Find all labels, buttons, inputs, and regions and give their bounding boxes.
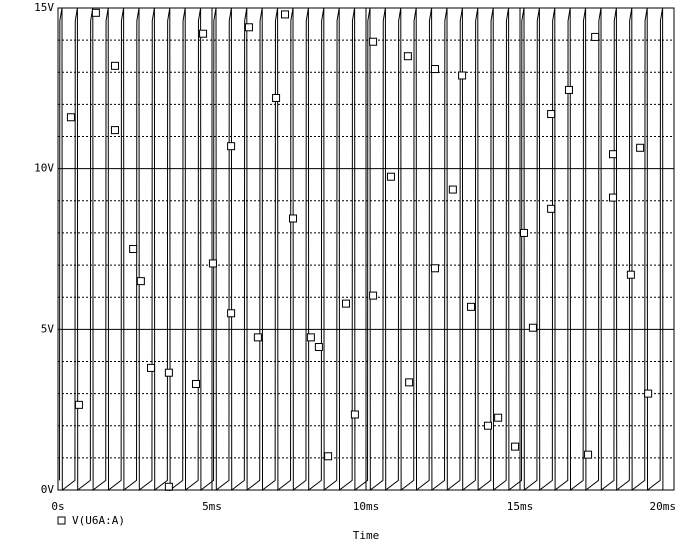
trace-marker: [199, 29, 208, 38]
trace-marker: [350, 410, 359, 419]
x-tick-label: 20ms: [650, 500, 677, 513]
trace-marker: [110, 61, 119, 70]
trace-marker: [458, 71, 467, 80]
trace-marker: [547, 204, 556, 213]
trace: [59, 7, 664, 492]
trace-marker: [66, 113, 75, 122]
y-tick-label: 15V: [34, 1, 54, 14]
trace-marker: [626, 270, 635, 279]
trace-marker: [528, 323, 537, 332]
trace-marker: [129, 245, 138, 253]
trace-marker: [208, 259, 217, 268]
trace-marker: [253, 333, 262, 342]
trace-marker: [511, 442, 520, 451]
trace-marker: [341, 299, 350, 308]
y-tick-label: 5V: [41, 322, 55, 335]
trace-marker: [324, 452, 333, 461]
trace-marker: [164, 368, 173, 377]
trace-marker: [74, 400, 83, 409]
trace-marker: [430, 65, 439, 74]
trace-marker: [520, 228, 529, 237]
trace-marker: [280, 10, 289, 19]
trace-marker: [136, 277, 145, 286]
trace-marker: [314, 343, 323, 352]
trace-marker: [403, 52, 412, 61]
x-tick-label: 10ms: [353, 500, 380, 513]
trace-marker: [306, 333, 315, 342]
trace-marker: [636, 143, 645, 152]
trace-marker: [430, 264, 439, 273]
legend-marker: [57, 516, 66, 525]
y-tick-label: 0V: [41, 483, 55, 496]
legend-label: V(U6A:A): [72, 514, 125, 527]
trace-marker: [609, 193, 618, 202]
y-tick-label: 10V: [34, 162, 54, 175]
x-tick-label: 0s: [51, 500, 64, 513]
trace-marker: [609, 150, 618, 159]
trace-marker: [272, 93, 281, 102]
trace-marker: [584, 450, 593, 459]
trace-marker: [191, 379, 200, 388]
trace-marker: [369, 37, 378, 46]
trace-marker: [547, 110, 556, 119]
plot-frame: [57, 7, 675, 491]
trace-marker: [483, 421, 492, 430]
x-tick-label: 5ms: [202, 500, 222, 513]
trace-marker: [494, 413, 503, 422]
trace-marker: [110, 126, 119, 135]
trace-marker: [227, 142, 236, 151]
trace-marker: [644, 389, 653, 398]
trace-marker: [369, 291, 378, 300]
trace-marker: [244, 23, 253, 32]
trace-marker: [147, 363, 156, 372]
trace-marker: [405, 378, 414, 387]
trace-marker: [467, 302, 476, 311]
trace-marker: [289, 214, 298, 223]
trace-marker: [227, 309, 236, 318]
x-tick-label: 15ms: [507, 500, 534, 513]
trace-marker: [386, 172, 395, 181]
trace-marker: [591, 32, 600, 41]
trace-marker: [448, 185, 457, 194]
trace-marker: [164, 482, 173, 491]
x-axis-label: Time: [353, 529, 380, 542]
trace-marker: [564, 85, 573, 94]
trace-marker: [91, 8, 100, 17]
